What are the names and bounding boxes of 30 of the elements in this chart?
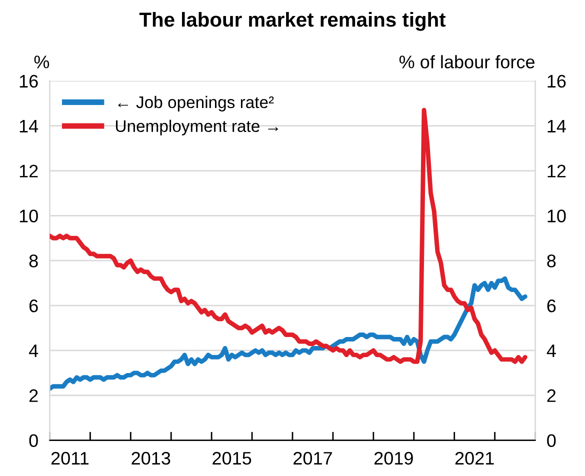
y2-tick-label: 6 [547,299,556,312]
x-tick-label: 2015 [212,452,252,465]
y-tick-label: 12 [20,164,38,178]
y-tick-label: 4 [28,344,38,357]
chart-title: The labour market remains tight [139,12,446,31]
x-tick-label: 2021 [455,452,494,465]
y2-tick-label: 8 [547,254,556,268]
x-tick-label: 2017 [294,452,332,465]
x-tick-label: 2019 [374,452,413,465]
y2-tick-label: 0 [547,434,556,448]
y-tick-label: 16 [20,74,38,88]
y-axis-title: % [34,56,50,68]
y2-tick-label: 14 [548,120,566,132]
y-tick-label: 10 [20,210,38,222]
y2-axis-title: % of labour force [399,55,534,68]
y2-tick-label: 2 [547,389,556,402]
y2-tick-label: 16 [548,74,566,88]
y-tick-label: 8 [29,254,38,268]
y-tick-label: 14 [20,120,38,132]
x-tick-label: 2013 [132,452,170,465]
y-tick-label: 2 [29,389,38,402]
x-tick-label: 2011 [51,452,88,465]
y-tick-label: 6 [29,299,38,312]
y2-tick-label: 12 [548,164,566,178]
line-series [50,276,528,391]
y2-tick-label: 10 [548,210,566,222]
y-tick-label: 0 [29,434,38,448]
legend-label: Unemployment rate → [116,120,278,136]
y2-tick-label: 4 [546,344,556,357]
legend-label: ← Job openings rate² [118,96,274,112]
